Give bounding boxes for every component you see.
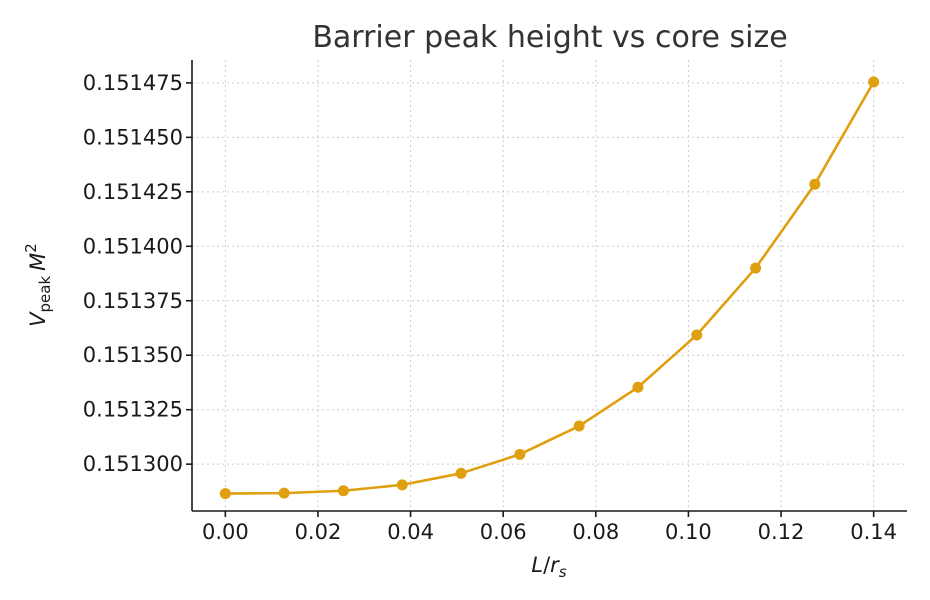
y-tick-label: 0.151425 <box>83 180 183 204</box>
tick-labels: 0.00 0.02 0.04 0.06 0.08 0.10 0.12 0.14 0.151300… <box>83 71 897 544</box>
data-point <box>750 262 762 274</box>
x-tick-label: 0.00 <box>202 520 249 544</box>
x-tick-label: 0.06 <box>480 520 527 544</box>
series <box>219 76 880 500</box>
data-point <box>337 485 349 497</box>
x-tick-label: 0.02 <box>295 520 342 544</box>
data-point <box>632 381 644 393</box>
y-tick-label: 0.151325 <box>83 398 183 422</box>
x-tick-label: 0.08 <box>572 520 619 544</box>
x-axis-label-main: L <box>531 553 543 577</box>
x-tick-label: 0.10 <box>665 520 712 544</box>
data-point <box>691 329 703 341</box>
axes <box>186 60 907 517</box>
y-tick-label: 0.151400 <box>83 234 183 258</box>
data-point <box>573 420 585 432</box>
x-axis-label: L/rs <box>531 553 566 581</box>
data-point <box>396 479 408 491</box>
y-axis-label-m: M <box>26 253 50 271</box>
data-point <box>868 76 880 88</box>
y-tick-label: 0.151475 <box>83 71 183 95</box>
x-axis-label-r: r <box>550 553 560 577</box>
y-tick-label: 0.151375 <box>83 289 183 313</box>
y-axis-label-sub: peak <box>36 276 54 313</box>
y-axis-label: Vpeak M2 <box>22 243 54 327</box>
data-point <box>514 448 526 460</box>
y-tick-label: 0.151350 <box>83 343 183 367</box>
y-tick-label: 0.151300 <box>83 452 183 476</box>
y-axis-label-sup: 2 <box>22 243 40 253</box>
x-tick-label: 0.14 <box>850 520 897 544</box>
data-point <box>455 467 467 479</box>
x-axis-label-sep: / <box>543 553 551 577</box>
series-line <box>225 81 875 495</box>
y-tick-label: 0.151450 <box>83 125 183 149</box>
y-axis-label-v: V <box>26 311 50 327</box>
chart-title: Barrier peak height vs core size <box>312 20 787 55</box>
x-tick-label: 0.04 <box>387 520 434 544</box>
data-point <box>219 488 231 500</box>
gridlines <box>192 60 907 511</box>
data-point <box>278 487 290 499</box>
data-point <box>809 178 821 190</box>
x-tick-label: 0.12 <box>758 520 805 544</box>
x-axis-label-sub: s <box>559 563 567 581</box>
